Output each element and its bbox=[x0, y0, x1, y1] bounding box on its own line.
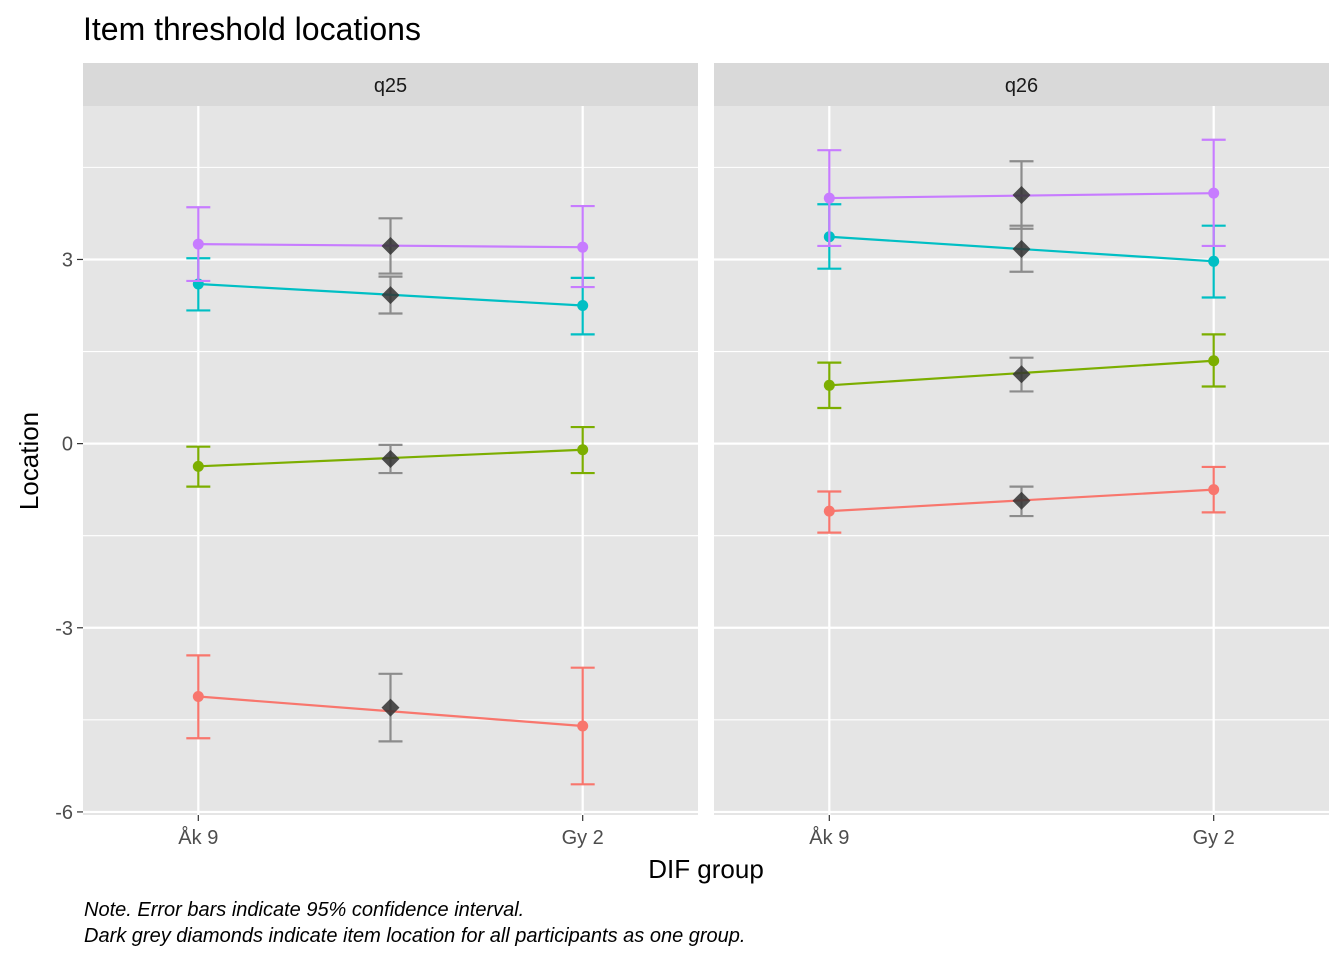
series-threshold-1 bbox=[817, 465, 1226, 534]
panel-q26: q26 Åk 9 Gy 2 bbox=[714, 63, 1329, 849]
x-tick-label: Åk 9 bbox=[809, 826, 849, 849]
chart-title: Item threshold locations bbox=[83, 11, 421, 47]
y-tick-label: 3 bbox=[62, 249, 73, 271]
data-point bbox=[823, 192, 835, 204]
overall-diamond bbox=[1012, 365, 1031, 384]
x-tick-label: Gy 2 bbox=[1193, 827, 1235, 849]
data-point bbox=[1208, 355, 1220, 367]
x-axis-title: DIF group bbox=[648, 854, 764, 884]
data-point bbox=[1208, 187, 1220, 199]
strip-label: q26 bbox=[1005, 75, 1038, 97]
data-point bbox=[577, 720, 589, 732]
x-tick-label: Gy 2 bbox=[562, 827, 604, 849]
overall-diamond bbox=[381, 698, 400, 717]
data-point bbox=[192, 460, 204, 472]
y-tick-label: -6 bbox=[55, 802, 73, 824]
panel-q25: q25 Åk 9 Gy 2 bbox=[83, 63, 698, 849]
data-point bbox=[192, 238, 204, 250]
overall-diamond bbox=[1012, 240, 1031, 259]
series-threshold-2 bbox=[186, 425, 595, 488]
series-threshold-2 bbox=[817, 333, 1226, 410]
x-tick-label: Åk 9 bbox=[178, 826, 218, 849]
data-point bbox=[1208, 255, 1220, 267]
data-point bbox=[823, 379, 835, 391]
data-point bbox=[577, 241, 589, 253]
series-threshold-3 bbox=[817, 203, 1226, 299]
data-point bbox=[823, 505, 835, 517]
y-axis-title: Location bbox=[14, 412, 44, 510]
series-threshold-4 bbox=[186, 204, 595, 289]
caption-line-2: Dark grey diamonds indicate item locatio… bbox=[84, 925, 745, 947]
series-threshold-4 bbox=[817, 138, 1226, 248]
y-tick-label: -3 bbox=[55, 618, 73, 640]
caption-line-1: Note. Error bars indicate 95% confidence… bbox=[84, 899, 524, 921]
overall-diamond bbox=[1012, 491, 1031, 510]
y-tick-label: 0 bbox=[62, 434, 73, 456]
overall-diamond bbox=[1012, 186, 1031, 205]
strip-background bbox=[83, 63, 698, 106]
overall-diamond bbox=[381, 236, 400, 255]
data-point bbox=[1208, 484, 1220, 496]
data-point bbox=[192, 691, 204, 703]
overall-diamond bbox=[381, 449, 400, 468]
data-point bbox=[577, 444, 589, 456]
overall-diamond bbox=[381, 286, 400, 305]
series-threshold-3 bbox=[186, 257, 595, 336]
series-threshold-1 bbox=[186, 654, 595, 786]
strip-label: q25 bbox=[374, 75, 407, 97]
strip-background bbox=[714, 63, 1329, 106]
data-point bbox=[577, 300, 589, 312]
facet-panels: -6 -3 0 3 q25 Åk 9 Gy 2 q26 Åk 9 Gy 2 bbox=[55, 63, 1329, 849]
